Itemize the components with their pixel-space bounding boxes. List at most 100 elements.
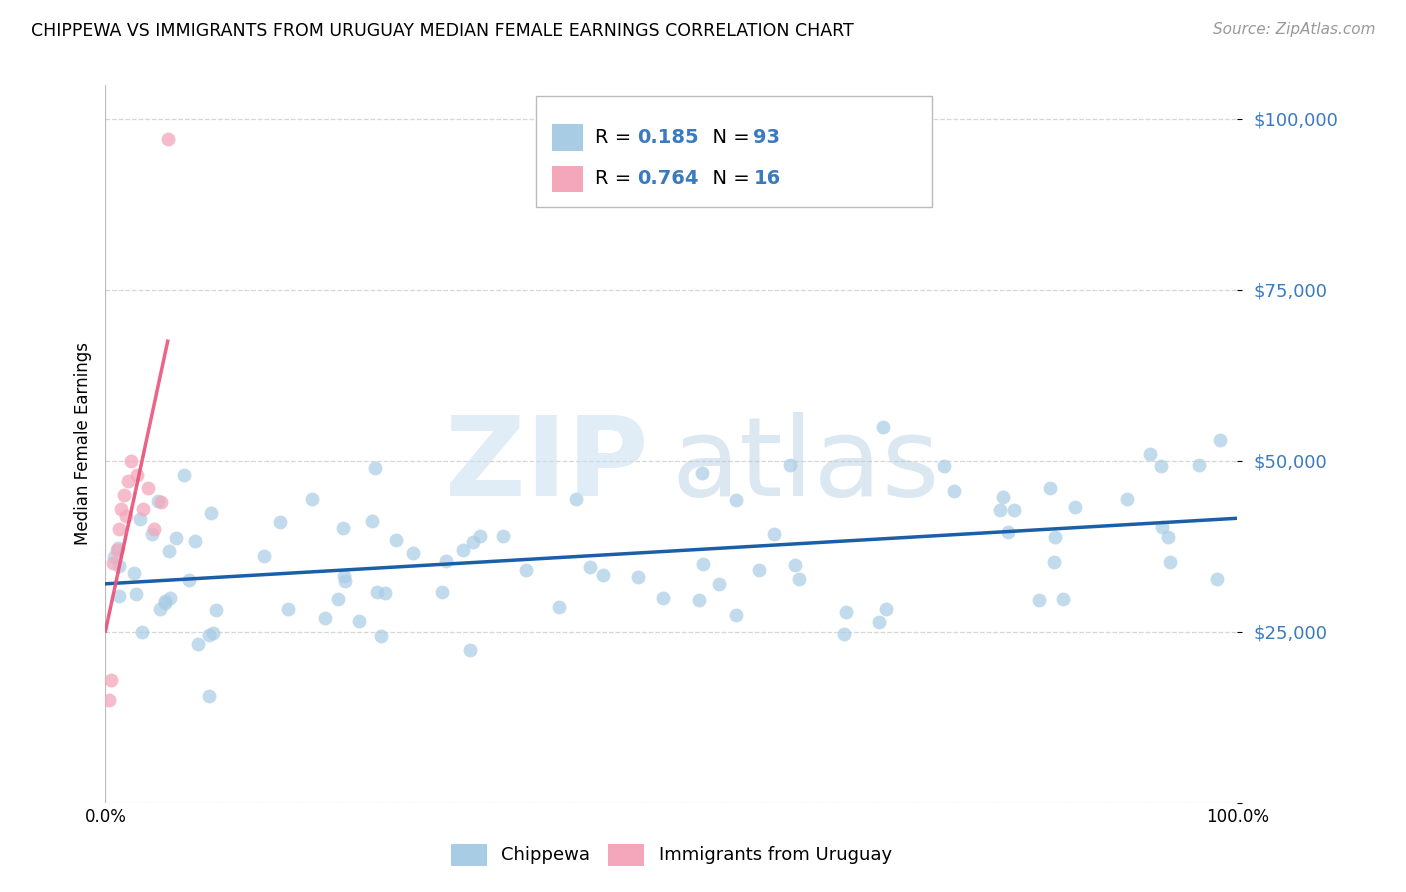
Point — [186, 637, 208, 651]
Point — [1052, 591, 1074, 606]
Text: atlas: atlas — [672, 412, 939, 519]
Point — [434, 554, 457, 568]
Point — [787, 572, 810, 586]
Point — [314, 611, 336, 625]
Point — [707, 576, 730, 591]
Point — [108, 559, 131, 574]
Point — [149, 602, 172, 616]
Point — [363, 460, 385, 475]
Point — [328, 591, 350, 606]
Point — [198, 628, 221, 642]
Text: R =: R = — [595, 169, 637, 188]
Point — [157, 544, 180, 558]
Point — [103, 550, 125, 565]
Point — [122, 566, 145, 580]
Point — [198, 689, 221, 703]
Point — [131, 625, 153, 640]
Point — [1205, 572, 1227, 586]
Point — [1039, 482, 1062, 496]
Point — [1043, 555, 1066, 569]
Point — [1159, 555, 1181, 569]
Point — [1043, 530, 1066, 544]
Point — [492, 529, 515, 543]
Point — [724, 492, 747, 507]
Point — [149, 495, 172, 509]
Point — [385, 533, 408, 548]
Point — [141, 527, 163, 541]
Point — [832, 627, 855, 641]
Point — [875, 602, 897, 616]
Point — [148, 494, 170, 508]
Point — [430, 585, 453, 599]
Point — [402, 546, 425, 560]
Point — [127, 467, 149, 482]
Point — [374, 585, 396, 599]
Point — [515, 563, 537, 577]
Point — [202, 626, 225, 640]
Point — [138, 481, 160, 495]
Point — [361, 515, 384, 529]
Point — [627, 570, 650, 584]
Point — [458, 643, 481, 657]
Point — [301, 491, 323, 506]
Point — [205, 603, 228, 617]
Point — [1150, 459, 1173, 474]
Point — [725, 607, 748, 622]
Point — [468, 529, 491, 543]
Point — [277, 602, 299, 616]
Point — [690, 467, 713, 481]
Point — [333, 574, 356, 588]
Point — [652, 591, 675, 606]
Text: CHIPPEWA VS IMMIGRANTS FROM URUGUAY MEDIAN FEMALE EARNINGS CORRELATION CHART: CHIPPEWA VS IMMIGRANTS FROM URUGUAY MEDI… — [31, 22, 853, 40]
Point — [110, 501, 132, 516]
Point — [868, 615, 890, 629]
Point — [107, 541, 129, 555]
Point — [332, 521, 354, 535]
Point — [942, 483, 965, 498]
Text: 16: 16 — [754, 169, 780, 188]
Point — [1188, 458, 1211, 472]
Point — [153, 593, 176, 607]
Point — [253, 549, 276, 564]
Point — [934, 459, 956, 474]
Point — [688, 593, 710, 607]
Point — [1028, 592, 1050, 607]
Y-axis label: Median Female Earnings: Median Female Earnings — [73, 343, 91, 545]
Point — [117, 475, 139, 489]
Text: N =: N = — [700, 128, 756, 147]
Point — [988, 502, 1011, 516]
Point — [112, 488, 135, 502]
Point — [132, 501, 155, 516]
Text: 93: 93 — [754, 128, 780, 147]
Point — [159, 591, 181, 606]
Point — [121, 454, 143, 468]
Legend: Chippewa, Immigrants from Uruguay: Chippewa, Immigrants from Uruguay — [443, 837, 900, 872]
Point — [173, 468, 195, 483]
Point — [108, 522, 131, 536]
Point — [1139, 447, 1161, 461]
Point — [1002, 503, 1025, 517]
Point — [762, 526, 785, 541]
Point — [592, 568, 614, 582]
Point — [103, 557, 125, 571]
Point — [1209, 434, 1232, 448]
Text: ZIP: ZIP — [446, 412, 648, 519]
Text: N =: N = — [700, 169, 756, 188]
Point — [565, 491, 588, 506]
Point — [100, 673, 122, 687]
Point — [835, 605, 858, 619]
Point — [114, 508, 136, 523]
Point — [347, 614, 370, 628]
Text: 0.185: 0.185 — [637, 128, 699, 147]
Point — [783, 558, 806, 572]
Point — [451, 542, 474, 557]
Point — [779, 458, 801, 472]
Point — [333, 569, 356, 583]
Point — [177, 573, 200, 587]
Point — [366, 585, 388, 599]
Point — [991, 490, 1014, 504]
Point — [578, 559, 600, 574]
Text: R =: R = — [595, 128, 637, 147]
Point — [143, 522, 166, 536]
Point — [1157, 530, 1180, 544]
